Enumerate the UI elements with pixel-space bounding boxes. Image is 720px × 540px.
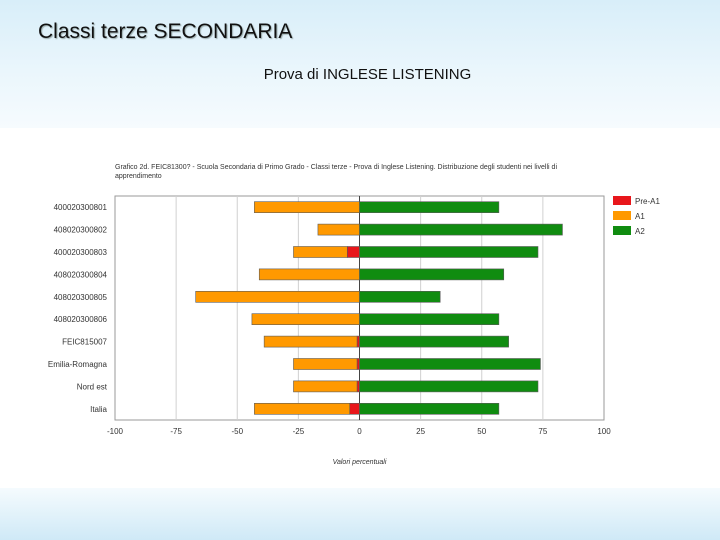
x-tick-label: 25 xyxy=(416,427,425,436)
legend-swatch xyxy=(613,196,631,205)
y-tick-label: Nord est xyxy=(77,382,108,391)
slide-title: Classi terze SECONDARIA xyxy=(38,20,293,43)
bar-chart: -100 -75 -50 -25 0 25 50 75 100 Valori percentual… xyxy=(48,195,660,466)
bar-pre-a1 xyxy=(356,335,360,348)
x-tick-label: -100 xyxy=(107,427,124,436)
x-tick-label: -50 xyxy=(231,427,243,436)
bar-pre-a1 xyxy=(346,246,360,258)
y-tick-label: 400020300803 xyxy=(54,248,108,257)
bar-a1 xyxy=(317,223,360,236)
y-tick-label: 400020300801 xyxy=(54,203,108,212)
bar-a2 xyxy=(359,268,505,281)
y-tick-label: 408020300804 xyxy=(54,270,108,279)
chart-card: -100 -75 -50 -25 0 25 50 75 100 Valori percentual… xyxy=(0,128,720,488)
x-tick-label: 50 xyxy=(477,427,486,436)
x-tick-label: 0 xyxy=(357,427,362,436)
bar-a1 xyxy=(293,380,358,393)
bar-pre-a1 xyxy=(349,402,360,415)
bar-a1 xyxy=(258,268,360,281)
legend-label: Pre-A1 xyxy=(635,197,660,206)
x-tick-label: -75 xyxy=(170,427,182,436)
slide-background-bottom xyxy=(0,488,720,540)
bar-pre-a1 xyxy=(356,380,360,393)
x-tick-label: 75 xyxy=(538,427,547,436)
bar-a1 xyxy=(251,313,360,325)
y-tick-label: FEIC815007 xyxy=(62,338,107,347)
bar-a1 xyxy=(254,201,360,213)
x-tick-label: -25 xyxy=(293,427,305,436)
bar-a1 xyxy=(263,335,358,348)
y-tick-label: Emilia-Romagna xyxy=(48,360,108,369)
legend-label: A2 xyxy=(635,227,645,236)
bar-a1 xyxy=(293,246,348,258)
bar-a2 xyxy=(359,291,441,303)
bar-a1 xyxy=(254,402,351,415)
y-tick-label: 408020300806 xyxy=(54,315,108,324)
x-tick-label: 100 xyxy=(597,427,611,436)
bar-pre-a1 xyxy=(356,358,360,370)
bar-a2 xyxy=(359,201,500,213)
legend-swatch xyxy=(613,226,631,235)
bar-a2 xyxy=(359,380,539,393)
bar-a2 xyxy=(359,246,539,258)
bar-a1 xyxy=(293,358,358,370)
x-axis-label: Valori percentuali xyxy=(333,459,387,466)
bar-a2 xyxy=(359,223,563,236)
bar-a2 xyxy=(359,358,541,370)
slide-subtitle: Prova di INGLESE LISTENING xyxy=(263,66,472,83)
bar-a2 xyxy=(359,313,500,325)
bar-a2 xyxy=(359,402,500,415)
y-tick-label: Italia xyxy=(90,405,107,414)
legend-label: A1 xyxy=(635,212,645,221)
y-tick-label: 408020300802 xyxy=(54,226,108,235)
slide-background-top xyxy=(0,0,720,128)
legend-swatch xyxy=(613,211,631,220)
y-tick-label: 408020300805 xyxy=(54,293,108,302)
bar-a2 xyxy=(359,335,509,348)
bar-a1 xyxy=(195,291,360,303)
chart-title: Grafico 2d. FEIC81300? - Scuola Secondar… xyxy=(115,164,557,180)
